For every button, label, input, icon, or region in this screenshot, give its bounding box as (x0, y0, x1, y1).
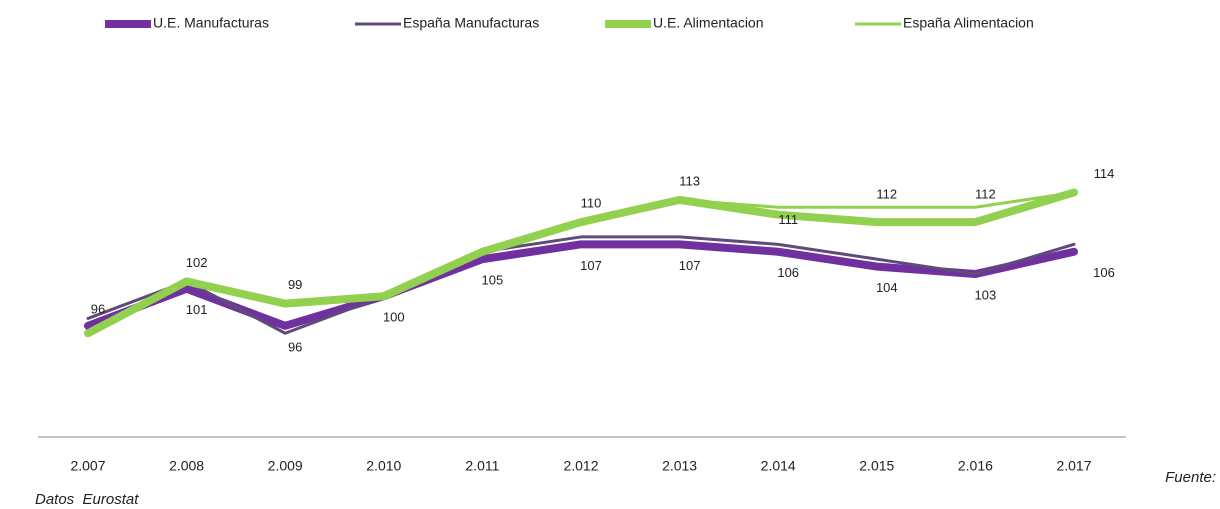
series-line (84, 240, 1078, 330)
x-tick-label: 2.015 (859, 458, 894, 474)
data-label: 112 (876, 187, 897, 202)
x-tick-label: 2.012 (563, 458, 598, 474)
data-label: 102 (186, 255, 208, 270)
data-label: 99 (288, 277, 302, 292)
data-label: 100 (383, 310, 405, 325)
legend-label: España Alimentacion (903, 15, 1034, 31)
x-tick-label: 2.011 (465, 458, 499, 474)
x-tick-label: 2.013 (662, 458, 697, 474)
x-tick-label: 2.010 (366, 458, 401, 474)
data-label: 105 (482, 273, 504, 288)
data-label: 110 (581, 196, 602, 211)
x-tick-label: 2.008 (169, 458, 204, 474)
legend-label: España Manufacturas (403, 15, 539, 31)
data-label: 111 (778, 212, 798, 227)
x-tick-label: 2.009 (268, 458, 303, 474)
source-note: Datos Eurostat (35, 491, 139, 508)
data-label: 104 (876, 280, 898, 295)
data-label: 106 (1093, 265, 1115, 280)
data-label: 112 (975, 187, 996, 202)
x-tick-label: 2.007 (70, 458, 105, 474)
x-tick-label: 2.017 (1056, 458, 1091, 474)
series-line (86, 190, 1076, 335)
data-label: 101 (186, 302, 208, 317)
data-label: 114 (1094, 166, 1115, 181)
data-label: 107 (580, 258, 602, 273)
source-note: Fuente: (1165, 469, 1216, 486)
series-line (86, 235, 1076, 335)
data-label: 96 (288, 339, 302, 354)
x-tick-label: 2.014 (761, 458, 796, 474)
data-label: 113 (679, 173, 700, 188)
data-label: 96 (91, 301, 105, 316)
legend-label: U.E. Alimentacion (653, 15, 764, 31)
data-label: 107 (679, 258, 701, 273)
legend-label: U.E. Manufacturas (153, 15, 269, 31)
data-label: 103 (975, 287, 997, 302)
data-label: 106 (777, 265, 799, 280)
x-tick-label: 2.016 (958, 458, 993, 474)
